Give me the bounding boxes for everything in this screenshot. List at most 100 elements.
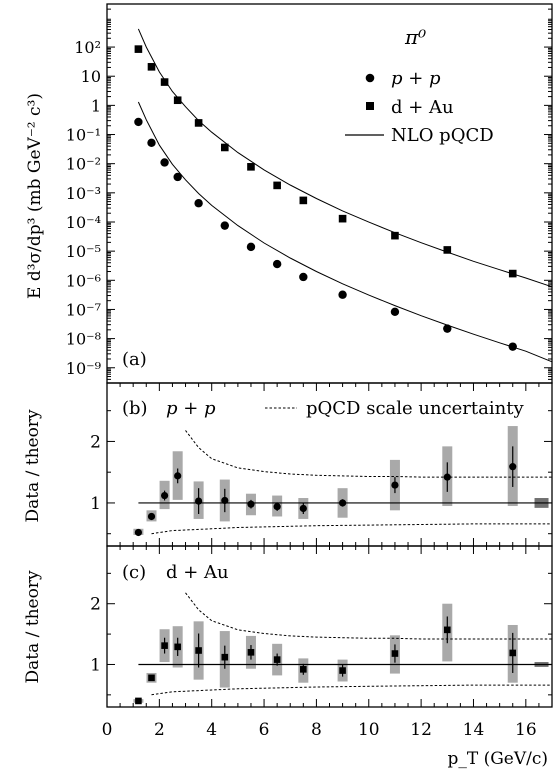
data-point-pp [160,158,169,167]
panel-a-ticks [107,3,552,384]
panel-a-marks [134,28,553,363]
ratio-point-dau [509,649,517,657]
panel-a-ytick-label: 10⁻³ [66,184,101,203]
ratio-point-pp [147,512,156,521]
data-point-pp [220,221,229,230]
scale-uncertainty-upper [185,430,552,478]
data-point-pp [173,172,182,182]
data-point-pp [443,324,452,333]
panel-a-ytick-label: 10⁻⁴ [66,213,101,232]
legend: p + p d + Au NLO pQCD [345,68,494,146]
data-point-dau [391,231,399,240]
ratio-point-pp [174,472,182,480]
panel-c: 12 (c) d + Au Data / theory 0 2 4 6 8 10 12 14 1… [23,545,553,769]
ratio-point-dau [247,649,255,656]
panel-a-ytick-labels: 10⁻⁹ 10⁻⁸ 10⁻⁷ 10⁻⁶ 10⁻⁵ 10⁻⁴ 10⁻³ 10⁻² 10⁻¹ 1 10 1… [66,38,102,378]
panel-b-ylabel: Data / theory [23,409,43,522]
x-tick-label: 0 [102,720,113,740]
ratio-point-pp [443,473,451,481]
panel-a-frame [106,3,553,384]
data-point-pp [194,199,203,208]
data-point-pp [508,342,517,351]
scale-uncertainty-legend-label: pQCD scale uncertainty [306,398,524,419]
panel-a-ytick-label: 10⁻⁶ [66,271,101,290]
data-point-dau [147,63,156,71]
ratio-point-dau [221,653,229,661]
ratio-point-pp [509,463,517,471]
ratio-point-pp [299,504,307,513]
panel-c-marks [133,592,552,705]
data-point-dau [247,163,255,171]
panel-b-marks [133,426,552,537]
x-tick-label: 6 [259,720,270,740]
x-tick-label: 10 [358,720,380,740]
x-tick-label: 4 [206,720,217,740]
panel-c-ylabel: Data / theory [23,570,43,683]
x-tick-label: 8 [311,720,322,740]
x-tick-label: 12 [410,720,432,740]
data-point-dau [299,196,308,205]
x-tick-label: 16 [515,720,537,740]
panel-a-ylabel: E d³σ/dp³ (mb GeV⁻² c³) [25,93,45,299]
ratio-point-dau [443,626,451,634]
panel-c-ytick-label: 1 [90,655,101,675]
panel-b-label: (b) [122,398,148,419]
nlo-curve-pp [137,101,553,363]
panel-c-label: (c) [122,562,146,583]
ratio-point-pp [134,528,143,537]
panel-a-ytick-label: 1 [91,96,101,115]
panel-a-ytick-label: 10⁻² [66,155,101,174]
panel-c-system-label: d + Au [166,562,229,583]
scale-uncertainty-upper [185,592,552,640]
panel-a-ytick-label: 10² [74,38,101,57]
data-point-dau [273,181,281,190]
x-tick-labels: 0 2 4 6 8 10 12 14 16 [102,720,537,740]
data-point-pp [246,242,256,252]
ratio-point-pp [221,496,229,505]
ratio-point-pp [273,503,281,511]
data-point-pp [134,117,143,127]
ratio-point-pp [195,497,203,505]
ratio-point-dau [148,674,155,682]
scale-uncertainty-lower [151,523,552,535]
data-point-dau [173,96,182,105]
panel-b-ytick-label: 1 [90,494,101,514]
data-point-dau [134,45,143,53]
scale-uncertainty-lower [151,684,552,696]
data-point-dau [338,214,347,223]
data-point-dau [194,119,203,127]
panel-a-ytick-label: 10 [81,67,101,86]
ratio-point-dau [174,643,181,651]
panel-a-ytick-label: 10⁻⁹ [66,359,102,378]
data-point-dau [220,143,229,152]
ratio-point-dau [161,642,168,649]
panel-c-ytick-label: 2 [90,595,101,615]
panel-b: 12 (b) p + p pQCD scale uncertainty Data… [23,382,553,547]
nlo-curve-dau [137,28,553,288]
ratio-point-pp [338,499,347,507]
ratio-point-pp [160,491,169,500]
panel-b-ytick-label: 2 [90,432,101,452]
legend-label-nlo: NLO pQCD [391,125,494,146]
panel-a-ytick-label: 10⁻⁸ [66,330,101,349]
panel-a-ytick-label: 10⁻⁵ [66,242,101,261]
ratio-point-dau [391,650,399,657]
panel-a-ytick-label: 10⁻⁷ [66,300,101,319]
panel-b-ticks: 12 [90,383,553,546]
chart-title: π⁰ [404,25,426,49]
data-point-dau [443,246,452,254]
x-tick-label: 14 [463,720,485,740]
x-axis-label: p_T (GeV/c) [447,749,548,769]
panel-a-label: (a) [122,349,147,370]
data-point-dau [508,269,517,278]
panel-c-ticks: 12 [90,546,553,707]
data-point-pp [299,272,308,282]
ratio-point-dau [300,666,307,673]
data-point-dau [160,78,169,86]
data-point-pp [147,138,156,148]
ratio-point-dau [273,656,281,663]
legend-marker-pp [365,73,375,83]
ratio-point-pp [247,500,255,508]
data-point-pp [390,307,400,317]
ratio-point-dau [195,647,202,654]
